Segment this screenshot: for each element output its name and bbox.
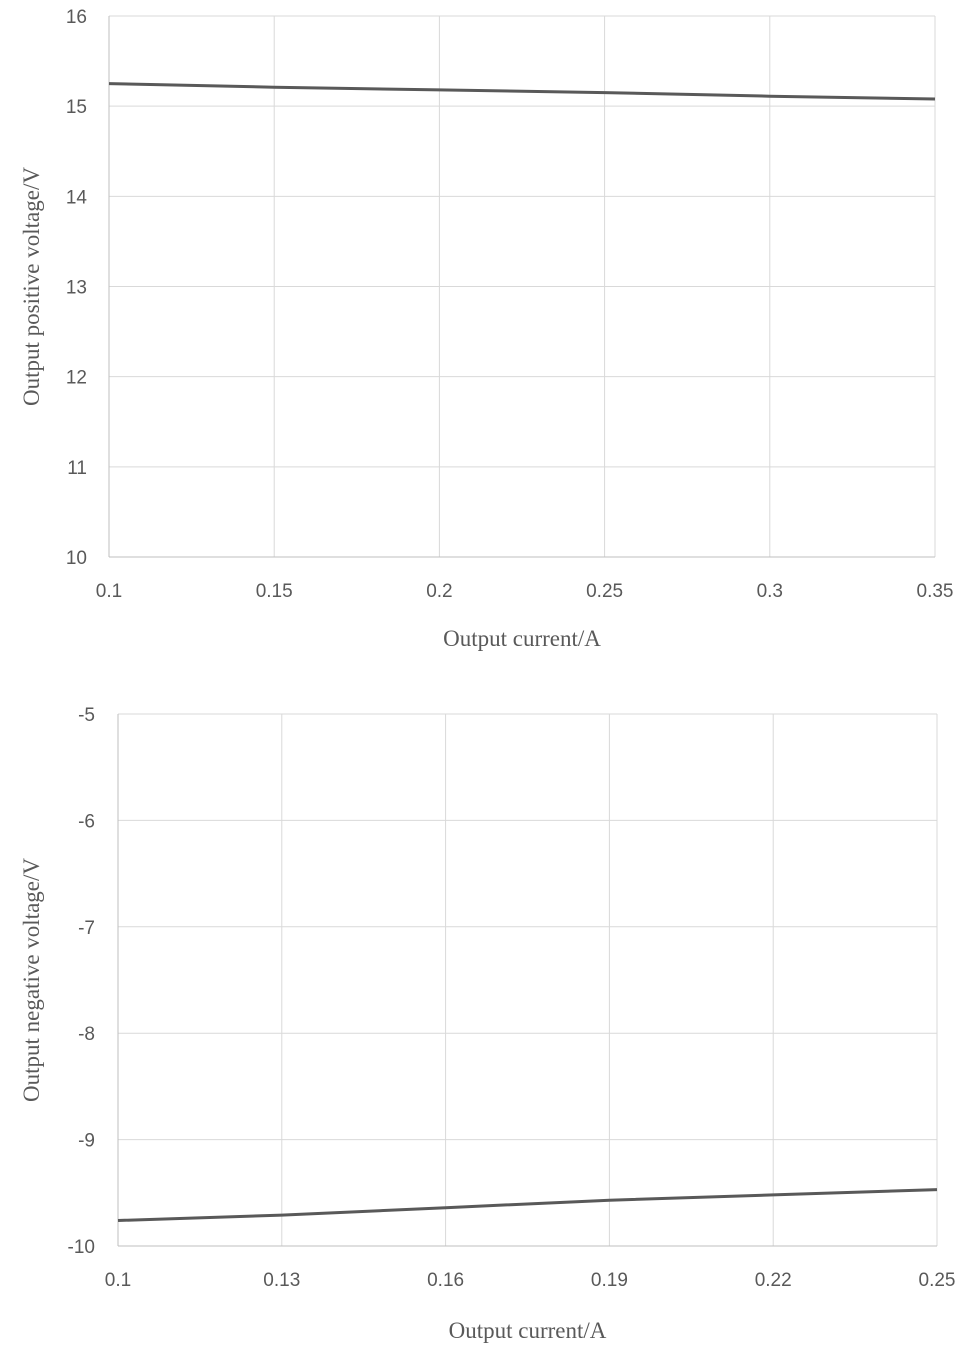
x-tick-label: 0.1 <box>96 581 122 602</box>
series-group <box>108 82 936 101</box>
data-series-line <box>117 1188 938 1222</box>
x-tick-label: 0.22 <box>755 1270 792 1291</box>
x-tick-label: 0.25 <box>586 581 623 602</box>
x-tick-label: 0.35 <box>917 581 954 602</box>
x-axis-title: Output current/A <box>443 626 601 651</box>
y-tick-label: 10 <box>66 548 87 569</box>
x-tick-labels: 0.1 0.15 0.2 0.25 0.3 0.35 <box>96 581 954 602</box>
x-tick-label: 0.25 <box>919 1270 956 1291</box>
y-tick-label: 13 <box>66 278 87 299</box>
x-tick-label: 0.16 <box>427 1270 464 1291</box>
y-tick-label: -9 <box>78 1131 95 1152</box>
y-axis-title: Output negative voltage/V <box>19 858 44 1102</box>
x-tick-label: 0.19 <box>591 1270 628 1291</box>
y-tick-label: -8 <box>78 1024 95 1045</box>
y-gridlines <box>109 15 935 468</box>
y-tick-label: 14 <box>66 187 88 208</box>
x-tick-labels: 0.1 0.13 0.16 0.19 0.22 0.25 <box>105 1270 956 1291</box>
data-series-line <box>108 82 936 101</box>
x-tick-label: 0.13 <box>263 1270 300 1291</box>
x-tick-label: 0.3 <box>757 581 783 602</box>
series-group <box>117 1188 938 1222</box>
y-tick-label: -7 <box>78 918 95 939</box>
y-axis-title: Output positive voltage/V <box>19 167 44 406</box>
x-tick-label: 0.15 <box>256 581 293 602</box>
y-tick-labels: -10 -9 -8 -7 -6 -5 <box>68 705 95 1258</box>
positive-voltage-chart: 0.1 0.15 0.2 0.25 0.3 0.35 10 11 12 13 14 15 16 Out… <box>19 7 953 651</box>
y-tick-label: -6 <box>78 811 95 832</box>
y-gridlines <box>118 713 937 1141</box>
y-tick-label: 11 <box>67 458 87 479</box>
y-tick-label: -5 <box>78 705 95 726</box>
y-tick-label: 16 <box>66 7 87 28</box>
x-gridlines <box>281 714 938 1246</box>
negative-voltage-chart: 0.1 0.13 0.16 0.19 0.22 0.25 -10 -9 -8 -7 -6 -5 Ou… <box>19 705 955 1343</box>
y-tick-label: -10 <box>68 1237 95 1258</box>
x-tick-label: 0.1 <box>105 1270 131 1291</box>
x-tick-label: 0.2 <box>426 581 452 602</box>
y-tick-label: 12 <box>66 368 87 389</box>
x-axis-title: Output current/A <box>449 1318 607 1343</box>
y-tick-label: 15 <box>66 97 87 118</box>
y-tick-labels: 10 11 12 13 14 15 16 <box>66 7 88 569</box>
